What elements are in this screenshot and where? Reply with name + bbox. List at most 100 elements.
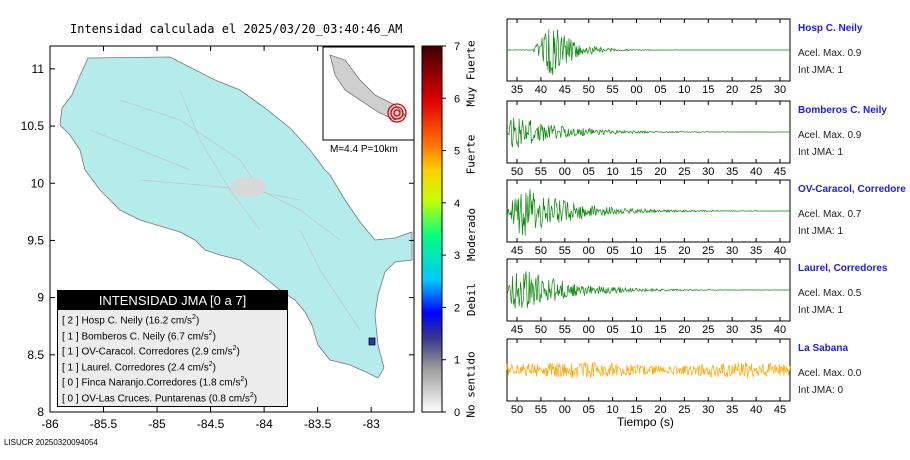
time-tick-label: 55 — [559, 324, 571, 336]
time-tick-label: 20 — [726, 84, 738, 96]
time-tick-label: 25 — [678, 166, 690, 178]
x-tick-label: -84 — [255, 417, 273, 431]
time-tick-label: 15 — [654, 245, 666, 257]
legend-title: INTENSIDAD JMA [0 a 7] — [58, 291, 287, 310]
station-acel-max: Acel. Max. 0.0 — [798, 368, 862, 379]
legend-row: [ 0 ] Finca Naranjo.Corredores (1.8 cm/s… — [62, 376, 248, 389]
colorbar-tick-label: 3 — [454, 250, 460, 262]
time-tick-label: 10 — [630, 245, 642, 257]
epicenter-ring — [390, 106, 404, 120]
legend-row: [ 1 ] Laurel. Corredores (2.4 cm/s2) — [62, 360, 216, 373]
time-tick-label: 50 — [583, 84, 595, 96]
station-acel-max: Acel. Max. 0.7 — [798, 209, 862, 220]
time-tick-label: 10 — [630, 324, 642, 336]
time-tick-label: 15 — [702, 84, 714, 96]
road-line — [139, 179, 301, 201]
waveform-trace — [506, 117, 790, 148]
legend-row: [ 1 ] OV-Caracol. Corredores (2.9 cm/s2) — [62, 345, 240, 358]
time-tick-label: 55 — [607, 84, 619, 96]
road-line — [179, 89, 261, 231]
time-tick-label: 10 — [607, 404, 619, 416]
time-tick-label: 50 — [535, 245, 547, 257]
inset-caption: M=4.4 P=10km — [330, 144, 398, 155]
station-int-jma: Int JMA: 1 — [798, 305, 844, 316]
epicenter-ring — [387, 103, 407, 123]
time-tick-label: 55 — [535, 404, 547, 416]
time-tick-label: 25 — [678, 404, 690, 416]
urban-area — [230, 177, 266, 197]
station-int-jma: Int JMA: 1 — [798, 147, 844, 158]
legend-row: [ 0 ] OV-Las Cruces. Puntarenas (0.8 cm/… — [62, 391, 258, 404]
time-tick-label: 10 — [678, 84, 690, 96]
colorbar-tick-label: 5 — [454, 146, 460, 158]
x-tick-label: -83 — [363, 417, 381, 431]
station-int-jma: Int JMA: 1 — [798, 226, 844, 237]
x-tick-label: -86 — [41, 417, 59, 431]
time-tick-label: 50 — [511, 404, 523, 416]
time-tick-label: 35 — [511, 84, 523, 96]
time-tick-label: 40 — [535, 84, 547, 96]
colorbar-tick-label: 7 — [454, 41, 460, 53]
time-tick-label: 30 — [726, 324, 738, 336]
time-tick-label: 55 — [559, 245, 571, 257]
time-tick-label: 20 — [678, 245, 690, 257]
station-name: OV-Caracol, Corredore — [798, 184, 906, 195]
time-tick-label: 20 — [654, 166, 666, 178]
colorbar — [421, 45, 443, 413]
time-tick-label: 55 — [535, 166, 547, 178]
time-tick-label: 05 — [654, 84, 666, 96]
time-tick-label: 25 — [702, 245, 714, 257]
time-tick-label: 35 — [750, 324, 762, 336]
time-tick-label: 30 — [702, 404, 714, 416]
waveform-trace — [506, 189, 790, 236]
colorbar-tick-label: 2 — [454, 302, 460, 314]
colorbar-class-label: Muy Fuerte — [464, 40, 478, 107]
time-tick-label: 30 — [702, 166, 714, 178]
y-tick-label: 9 — [37, 291, 44, 305]
chart-title: Intensidad calculada el 2025/03/20_03:40… — [70, 22, 403, 36]
time-tick-label: 05 — [583, 404, 595, 416]
time-tick-label: 15 — [630, 404, 642, 416]
colorbar-tick-label: 4 — [454, 198, 460, 210]
colorbar-class-label: Debil — [464, 282, 478, 317]
time-tick-label: 40 — [750, 166, 762, 178]
x-tick-label: -84.5 — [197, 417, 225, 431]
station-acel-max: Acel. Max. 0.5 — [798, 288, 862, 299]
colorbar-tick-label: 0 — [454, 407, 460, 419]
waveform-trace — [506, 29, 790, 76]
time-tick-label: 35 — [726, 166, 738, 178]
time-tick-label: 45 — [559, 84, 571, 96]
x-tick-label: -83.5 — [304, 417, 332, 431]
time-tick-label: 15 — [630, 166, 642, 178]
colorbar-tick-label: 6 — [454, 93, 460, 105]
time-tick-label: 00 — [630, 84, 642, 96]
time-tick-label: 00 — [583, 324, 595, 336]
time-tick-label: 30 — [774, 84, 786, 96]
station-name: Hosp C. Neily — [798, 23, 863, 34]
station-acel-max: Acel. Max. 0.9 — [798, 130, 862, 141]
y-tick-label: 10.5 — [21, 119, 45, 133]
y-tick-label: 8.5 — [27, 348, 44, 362]
time-tick-label: 00 — [559, 404, 571, 416]
colorbar-class-label: No sentido — [464, 351, 478, 418]
legend-row: [ 1 ] Bomberos C. Neily (6.7 cm/s2) — [62, 329, 216, 342]
time-tick-label: 35 — [726, 404, 738, 416]
time-tick-label: 45 — [774, 404, 786, 416]
road-line — [299, 229, 361, 331]
y-tick-label: 11 — [32, 62, 45, 76]
station-name: Bomberos C. Neily — [798, 105, 887, 116]
y-tick-label: 9.5 — [27, 233, 44, 247]
colorbar-class-label: Fuerte — [464, 134, 478, 175]
time-tick-label: 05 — [607, 245, 619, 257]
road-line — [119, 99, 341, 241]
epicenter-ring — [393, 109, 401, 117]
footer-id: LISUCR 20250320094054 — [4, 438, 98, 447]
station-int-jma: Int JMA: 0 — [798, 385, 844, 396]
colorbar-class-label: Moderado — [464, 208, 478, 261]
time-tick-label: 50 — [511, 166, 523, 178]
time-tick-label: 05 — [583, 166, 595, 178]
legend-row: [ 2 ] Hosp C. Neily (16.2 cm/s2) — [62, 314, 200, 327]
station-acel-max: Acel. Max. 0.9 — [798, 48, 862, 59]
time-tick-label: 40 — [750, 404, 762, 416]
